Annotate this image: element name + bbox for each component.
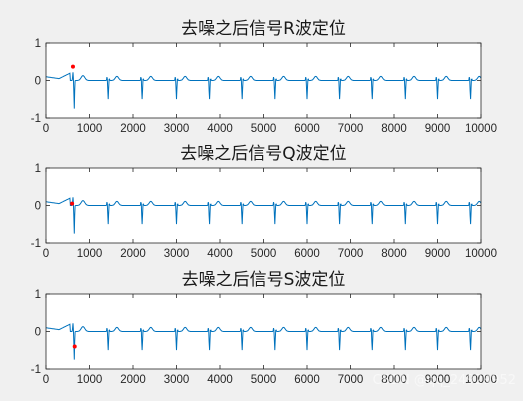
x-tick-label: 5000: [251, 374, 277, 386]
y-tick-label: 1: [35, 163, 41, 175]
subplot-title: 去噪之后信号R波定位: [181, 19, 346, 39]
x-tick-label: 7000: [338, 123, 364, 135]
x-tick-label: 9000: [425, 374, 451, 386]
x-tick-label: 10000: [465, 123, 497, 135]
wave-marker: [70, 64, 75, 69]
y-tick-label: 0: [35, 201, 41, 213]
x-tick-label: 8000: [381, 248, 407, 260]
x-tick-label: 5000: [251, 248, 277, 260]
x-tick-label: 2000: [120, 248, 146, 260]
x-tick-label: 4000: [207, 248, 233, 260]
watermark: CSDN @qq_24929952: [373, 373, 516, 388]
x-tick-label: 6000: [294, 248, 320, 260]
x-tick-label: 8000: [381, 374, 407, 386]
y-tick-label: 0: [35, 327, 41, 339]
x-tick-label: 5000: [251, 123, 277, 135]
subplot-3: 0 1000 2000 3000 4000 5000 6000 7000 8000 9000 100…: [31, 270, 497, 386]
x-tick-label: 0: [43, 123, 49, 135]
y-tick-label: 0: [35, 76, 41, 88]
signal-line: [46, 197, 482, 234]
x-tick-label: 6000: [294, 374, 320, 386]
subplot-title: 去噪之后信号S波定位: [182, 270, 346, 290]
x-tick-label: 4000: [207, 123, 233, 135]
x-tick-label: 1000: [77, 374, 103, 386]
y-tick-label: -1: [31, 238, 41, 250]
x-tick-label: 7000: [338, 248, 364, 260]
signal-line: [46, 72, 482, 109]
x-tick-label: 4000: [207, 374, 233, 386]
x-tick-label: 8000: [381, 123, 407, 135]
x-tick-label: 2000: [120, 374, 146, 386]
subplot-1: 0 1000 2000 3000 4000 5000 6000 7000 8000 9000 100…: [31, 19, 497, 135]
signal-line: [46, 323, 482, 360]
x-tick-label: 3000: [164, 374, 190, 386]
x-tick-label: 0: [43, 248, 49, 260]
x-tick-label: 2000: [120, 123, 146, 135]
wave-marker: [72, 344, 77, 349]
x-tick-label: 10000: [465, 374, 497, 386]
x-tick-label: 9000: [425, 248, 451, 260]
x-tick-label: 10000: [465, 248, 497, 260]
x-tick-label: 7000: [338, 374, 364, 386]
x-tick-label: 3000: [164, 248, 190, 260]
x-tick-label: 3000: [164, 123, 190, 135]
y-tick-label: 1: [35, 38, 41, 50]
y-tick-label: -1: [31, 364, 41, 376]
wave-marker: [70, 201, 75, 206]
subplot-title: 去噪之后信号Q波定位: [180, 144, 346, 164]
y-tick-label: -1: [31, 113, 41, 125]
x-tick-label: 0: [43, 374, 49, 386]
y-tick-label: 1: [35, 289, 41, 301]
x-tick-label: 6000: [294, 123, 320, 135]
subplot-2: 0 1000 2000 3000 4000 5000 6000 7000 8000 9000 100…: [31, 144, 497, 260]
x-tick-label: 1000: [77, 248, 103, 260]
x-tick-label: 9000: [425, 123, 451, 135]
x-tick-label: 1000: [77, 123, 103, 135]
